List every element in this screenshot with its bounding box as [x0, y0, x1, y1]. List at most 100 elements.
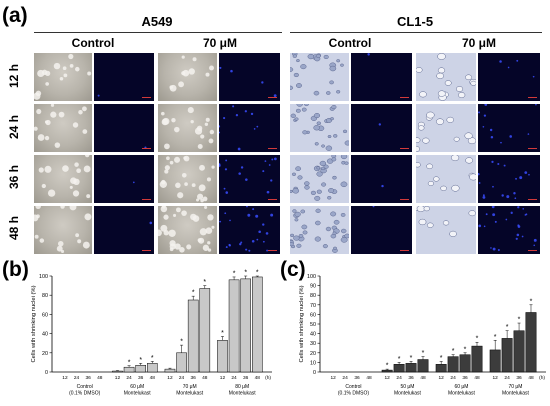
significance-asterisk: * — [398, 356, 401, 363]
y-tick-label: 30 — [310, 341, 316, 347]
micrograph-a549-treated-fluorescence-48h — [219, 206, 280, 254]
micrograph-cl15-treated-fluorescence-36h — [478, 155, 540, 203]
bar — [199, 288, 211, 373]
micrograph-cl15-control-fluorescence-36h — [351, 155, 412, 203]
x-tick-label: 36 — [191, 375, 197, 381]
x-tick-label: 24 — [504, 375, 510, 381]
x-tick-label: 48 — [97, 375, 103, 381]
a549-control-header: Control — [71, 36, 115, 50]
y-tick-label: 60 — [310, 312, 316, 318]
y-tick-label: 100 — [39, 274, 48, 280]
significance-asterisk: * — [464, 346, 467, 353]
micrograph-cl15-control-brightfield-48h — [290, 206, 349, 254]
micrograph-a549-control-brightfield-12h — [34, 53, 92, 101]
x-unit-label: (h) — [265, 375, 271, 381]
scale-bar — [142, 198, 151, 200]
x-tick-label: 12 — [384, 375, 390, 381]
micrograph-a549-treated-fluorescence-36h — [219, 155, 280, 203]
x-tick-label: 48 — [528, 375, 534, 381]
group-label: 70 μM — [183, 384, 197, 390]
micrograph-cl15-control-fluorescence-24h — [351, 104, 412, 152]
bar — [228, 279, 240, 373]
micrograph-cl15-treated-brightfield-24h — [416, 104, 476, 152]
significance-asterisk: * — [476, 336, 479, 343]
significance-asterisk: * — [452, 348, 455, 355]
cl15-control-header: Control — [328, 36, 372, 50]
significance-asterisk: * — [440, 355, 443, 362]
group-label: Montelukast — [176, 391, 204, 397]
micrograph-cl15-treated-brightfield-12h — [416, 53, 476, 101]
y-tick-label: 0 — [45, 370, 48, 376]
significance-asterisk: * — [192, 290, 195, 297]
x-tick-label: 36 — [516, 375, 522, 381]
significance-asterisk: * — [180, 339, 183, 346]
y-tick-label: 70 — [310, 303, 316, 309]
micrograph-a549-control-fluorescence-48h — [94, 206, 154, 254]
group-label: Montelukast — [448, 391, 476, 397]
bar — [435, 364, 447, 373]
scale-bar — [142, 96, 151, 98]
x-tick-label: 48 — [366, 375, 372, 381]
micrograph-cl15-treated-brightfield-36h — [416, 155, 476, 203]
x-tick-label: 24 — [126, 375, 132, 381]
a549-header-rule — [34, 32, 282, 33]
bar — [405, 363, 417, 373]
bar — [525, 312, 537, 373]
micrograph-a549-treated-brightfield-24h — [158, 104, 217, 152]
bar — [176, 352, 187, 373]
bar — [417, 359, 429, 373]
group-label: 60 μM — [454, 384, 468, 390]
scale-bar — [142, 249, 151, 251]
scale-bar — [528, 198, 537, 200]
significance-asterisk: * — [494, 334, 497, 341]
micrograph-cl15-control-brightfield-36h — [290, 155, 349, 203]
significance-asterisk: * — [221, 330, 224, 337]
x-tick-label: 36 — [462, 375, 468, 381]
significance-asterisk: * — [530, 298, 533, 305]
micrograph-cl15-control-fluorescence-12h — [351, 53, 412, 101]
micrograph-cl15-treated-fluorescence-48h — [478, 206, 540, 254]
scale-bar — [400, 198, 409, 200]
micrograph-cl15-treated-brightfield-48h — [416, 206, 476, 254]
x-tick-label: 12 — [115, 375, 121, 381]
x-tick-label: 12 — [220, 375, 226, 381]
y-tick-label: 90 — [310, 284, 316, 290]
scale-bar — [268, 96, 277, 98]
cell-line-cl15-header: CL1-5 — [396, 14, 434, 29]
x-tick-label: 48 — [474, 375, 480, 381]
micrograph-cl15-treated-fluorescence-24h — [478, 104, 540, 152]
x-tick-label: 24 — [231, 375, 237, 381]
group-label: 50 μM — [400, 384, 414, 390]
panel-b-letter: (b) — [2, 258, 29, 281]
bar — [489, 349, 501, 373]
timepoint-label-48h: 48 h — [7, 216, 21, 241]
bar — [381, 369, 393, 373]
scale-bar — [268, 249, 277, 251]
panel-c-letter: (c) — [280, 258, 306, 281]
scale-bar — [528, 249, 537, 251]
scale-bar — [400, 249, 409, 251]
micrograph-a549-control-brightfield-24h — [34, 104, 92, 152]
y-tick-label: 50 — [310, 322, 316, 328]
cell-line-a549-header: A549 — [141, 14, 173, 29]
micrograph-a549-control-fluorescence-24h — [94, 104, 154, 152]
y-tick-label: 80 — [310, 293, 316, 299]
bar — [112, 370, 123, 373]
group-label: (0.1% DMSO) — [69, 391, 100, 397]
scale-bar — [400, 96, 409, 98]
x-tick-label: 12 — [330, 375, 336, 381]
significance-asterisk: * — [506, 324, 509, 331]
significance-asterisk: * — [233, 270, 236, 277]
group-label: Control — [345, 384, 361, 390]
group-label: 80 μM — [235, 384, 249, 390]
group-label: Montelukast — [502, 391, 530, 397]
x-tick-label: 36 — [408, 375, 414, 381]
bar — [513, 330, 525, 373]
micrograph-a549-control-brightfield-48h — [34, 206, 92, 254]
x-tick-label: 12 — [167, 375, 173, 381]
scale-bar — [142, 147, 151, 149]
significance-asterisk: * — [151, 355, 154, 362]
bar — [459, 354, 471, 373]
scale-bar — [268, 198, 277, 200]
